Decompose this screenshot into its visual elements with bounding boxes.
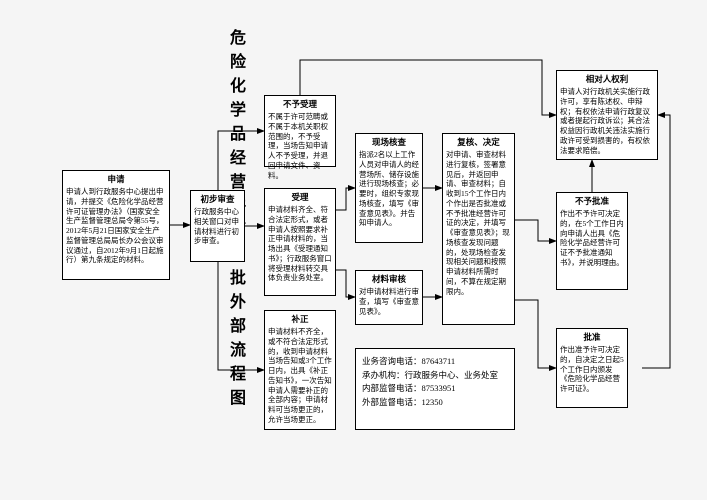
edge-accept-mat_review bbox=[336, 270, 355, 297]
node-text: 不属于许可范畴或不属于本机关职权范围的，不予受理，当场告知申请人不予受理，并退回… bbox=[268, 112, 332, 180]
contact-line: 外部监督电话：12350 bbox=[362, 396, 508, 410]
node-mat_review: 材料审核对申请材料进行审查，填写《审查意见表》。 bbox=[355, 270, 423, 325]
node-approve: 批准作出准予许可决定的，自决定之日起5个工作日内颁发《危险化学品经营许可证》。 bbox=[556, 328, 628, 408]
node-reject_handle: 不予受理不属于许可范畴或不属于本机关职权范围的，不予受理，当场告知申请人不予受理… bbox=[264, 95, 336, 167]
node-heading: 不予受理 bbox=[268, 99, 332, 110]
node-apply: 申请申请人到行政服务中心提出申请，并提交《危险化学品经营许可证管理办法》（国家安… bbox=[62, 170, 170, 280]
node-text: 申请人对行政机关实施行政许可，享有陈述权、申辩权；有权依法申请行政复议或者提起行… bbox=[560, 87, 654, 155]
node-text: 对申请材料进行审查，填写《审查意见表》。 bbox=[359, 287, 419, 316]
node-heading: 材料审核 bbox=[359, 274, 419, 285]
node-heading: 现场核查 bbox=[359, 137, 419, 148]
edge-reject_handle-rights bbox=[300, 60, 556, 115]
node-disapprove: 不予批准作出不予许可决定的，在5个工作日内向申请人出具《危险化学品经营许可证不予… bbox=[556, 192, 628, 290]
contact-line: 业务咨询电话：87643711 bbox=[362, 355, 508, 369]
node-text: 申请材料不齐全，或不符合法定形式的，收到申请材料当场告知或3个工作日内，出具《补… bbox=[268, 327, 332, 425]
edge-prelim-reject_handle bbox=[218, 131, 264, 190]
node-text: 作出不予许可决定的，在5个工作日内向申请人出具《危险化学品经营许可证不予批准通知… bbox=[560, 209, 624, 268]
node-text: 行政服务中心相关窗口对申请材料进行初步审查。 bbox=[194, 207, 241, 246]
contact-line: 内部监督电话：87533951 bbox=[362, 382, 508, 396]
node-accept: 受理申请材料齐全、符合法定形式，或者申请人按照要求补正申请材料的，当场出具《受理… bbox=[264, 188, 336, 296]
edge-prelim-correct bbox=[218, 262, 264, 370]
node-text: 申请材料齐全、符合法定形式，或者申请人按照要求补正申请材料的，当场出具《受理通知… bbox=[268, 205, 332, 283]
edge-review_decide-approve bbox=[515, 300, 556, 368]
contact-line: 承办机构：行政服务中心、业务处室 bbox=[362, 369, 508, 383]
node-heading: 复核、决定 bbox=[446, 137, 511, 148]
node-prelim: 初步审查行政服务中心相关窗口对申请材料进行初步审查。 bbox=[190, 190, 245, 262]
node-text: 对申请、审查材料进行复核，签署意见后，并返回申请、审查材料；自收到15个工作日内… bbox=[446, 150, 511, 296]
node-text: 指派2名以上工作人员对申请人的经营场所、储存设施进行现场核查；必要时，组织专家现… bbox=[359, 150, 419, 228]
node-heading: 受理 bbox=[268, 192, 332, 203]
edge-accept-onsite bbox=[336, 188, 355, 210]
node-heading: 相对人权利 bbox=[560, 74, 654, 85]
contact-box: 业务咨询电话：87643711承办机构：行政服务中心、业务处室内部监督电话：87… bbox=[355, 348, 515, 430]
node-text: 作出准予许可决定的，自决定之日起5个工作日内颁发《危险化学品经营许可证》。 bbox=[560, 345, 624, 394]
node-heading: 不予批准 bbox=[560, 196, 624, 207]
node-text: 申请人到行政服务中心提出申请，并提交《危险化学品经营许可证管理办法》（国家安全生… bbox=[66, 187, 166, 265]
node-correct: 补正申请材料不齐全，或不符合法定形式的，收到申请材料当场告知或3个工作日内，出具… bbox=[264, 310, 336, 430]
node-heading: 申请 bbox=[66, 174, 166, 185]
node-heading: 初步审查 bbox=[194, 194, 241, 205]
node-heading: 补正 bbox=[268, 314, 332, 325]
edge-review_decide-disapprove bbox=[515, 220, 556, 241]
node-onsite: 现场核查指派2名以上工作人员对申请人的经营场所、储存设施进行现场核查；必要时，组… bbox=[355, 133, 423, 243]
node-heading: 批准 bbox=[560, 332, 624, 343]
node-review_decide: 复核、决定对申请、审查材料进行复核，签署意见后，并返回申请、审查材料；自收到15… bbox=[442, 133, 515, 325]
node-rights: 相对人权利申请人对行政机关实施行政许可，享有陈述权、申辩权；有权依法申请行政复议… bbox=[556, 70, 658, 160]
